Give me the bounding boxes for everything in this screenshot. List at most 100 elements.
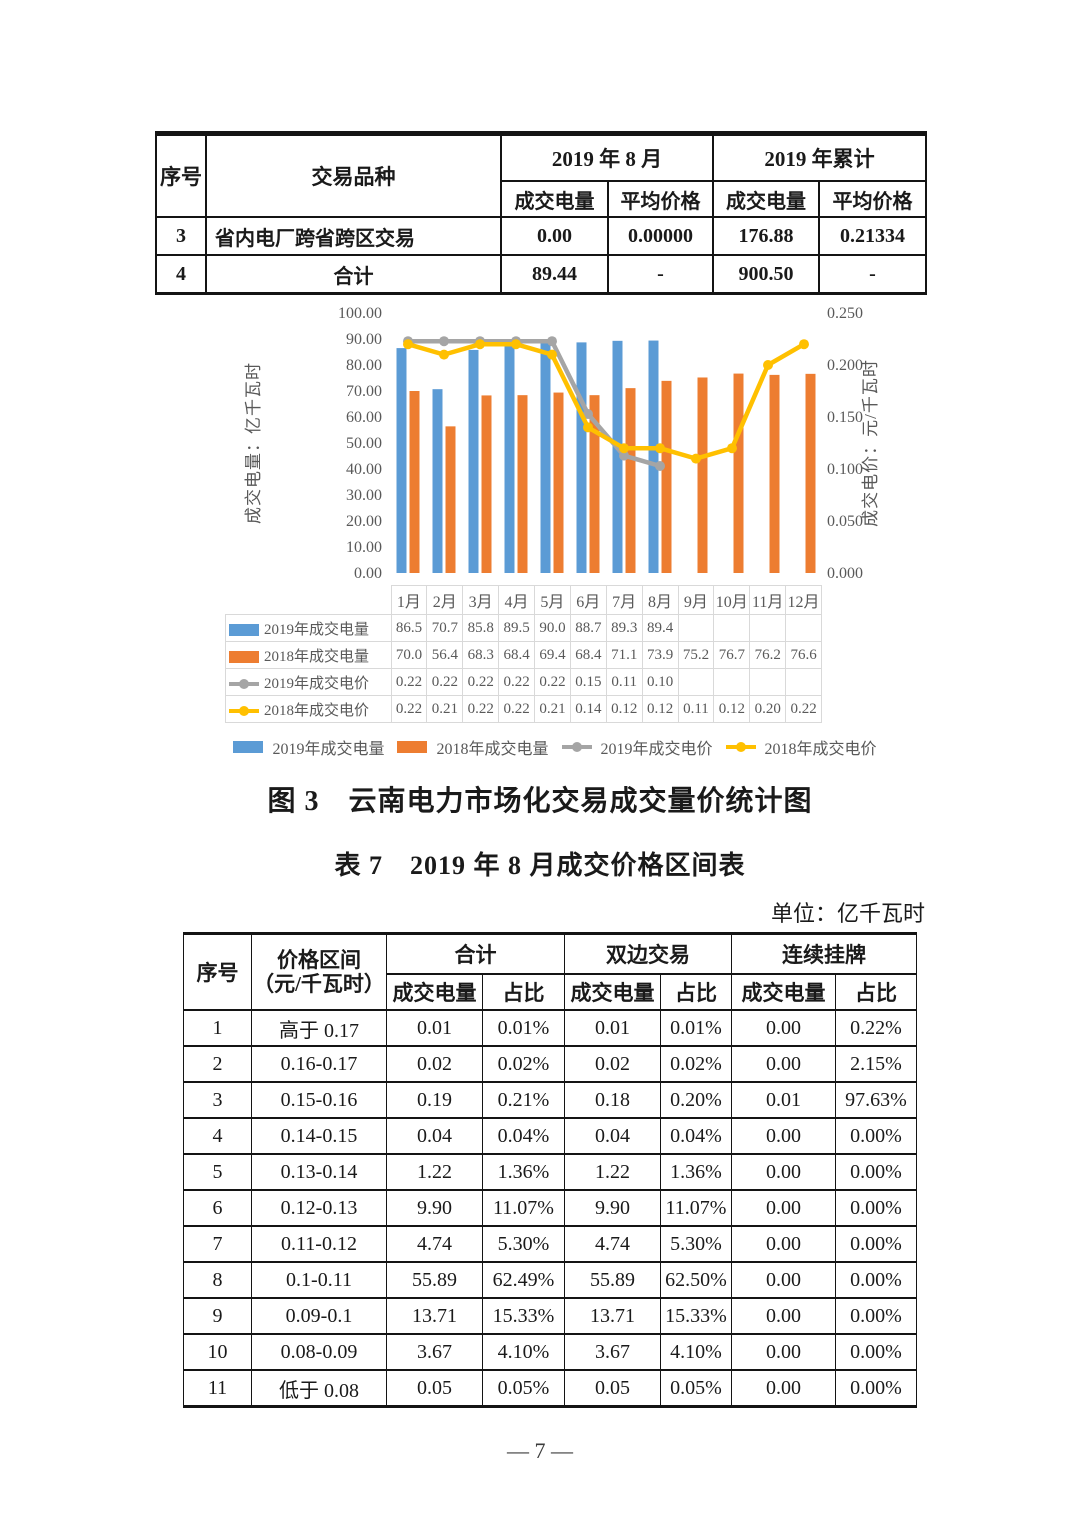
right-axis-tick: 0.100 [827, 461, 863, 478]
bar-2018年成交电量 [661, 380, 672, 573]
col-header-volume: 成交电量 [386, 973, 483, 1011]
legend-item: 2019年成交电量 [233, 735, 384, 759]
cell-bilateral-share: 0.01% [660, 1009, 732, 1047]
bar-2019年成交电量 [540, 339, 551, 573]
cell-listing-share: 0.00% [835, 1153, 917, 1191]
chart-legend: 2019年成交电量 2018年成交电量 2019年成交电价 2018年成交电价 [225, 735, 885, 759]
series-value: 56.4 [426, 641, 464, 669]
cell-price-range: 0.1-0.11 [251, 1261, 387, 1299]
series-value: 68.3 [462, 641, 500, 669]
cell-listing-share: 0.00% [835, 1261, 917, 1299]
series-value [749, 614, 787, 642]
series-value: 0.22 [498, 695, 535, 723]
marker-2018年成交电价 [475, 339, 485, 350]
series-value: 0.20 [749, 695, 787, 723]
right-axis-title: 成交电价：元/千瓦时 [861, 359, 880, 527]
cell-cum-price: - [818, 254, 927, 295]
cell-month-volume: 89.44 [500, 254, 609, 295]
table-row: 4 0.14-0.15 0.04 0.04% 0.04 0.04% 0.00 0.00% [183, 1117, 917, 1155]
cell-listing-volume: 0.00 [731, 1045, 836, 1083]
series-value: 0.12 [641, 695, 679, 723]
series-value: 69.4 [534, 641, 571, 669]
legend-swatch-bar-icon [397, 741, 428, 753]
price-range-line2: （元/千瓦时） [253, 972, 385, 996]
cell-price-range: 0.12-0.13 [251, 1189, 387, 1227]
series-value: 0.11 [677, 695, 715, 723]
month-label: 3月 [462, 585, 500, 615]
cell-seq: 4 [155, 254, 207, 295]
legend-item: 2018年成交电量 [397, 735, 549, 759]
series-value: 0.22 [390, 695, 428, 723]
series-value: 86.5 [390, 614, 428, 642]
cell-total-share: 0.04% [482, 1117, 565, 1155]
series-label: 2019年成交电量 [225, 614, 392, 642]
legend-item: 2018年成交电价 [725, 735, 877, 759]
cell-listing-share: 0.22% [835, 1009, 917, 1047]
cell-total-share: 4.10% [482, 1333, 565, 1371]
series-value: 71.1 [605, 641, 643, 669]
col-group-month: 2019 年 8 月 [500, 132, 714, 182]
cell-bilateral-share: 0.05% [660, 1369, 732, 1408]
bar-2019年成交电量 [504, 340, 515, 573]
legend-swatch-line-icon [561, 741, 592, 753]
cell-seq: 3 [183, 1081, 252, 1119]
cell-bilateral-volume: 9.90 [564, 1189, 661, 1227]
col-header-share: 占比 [835, 973, 917, 1011]
series-value: 76.7 [713, 641, 751, 669]
cell-listing-volume: 0.00 [731, 1297, 836, 1335]
cell-total-volume: 0.04 [386, 1117, 483, 1155]
cell-total-share: 62.49% [482, 1261, 565, 1299]
series-value: 76.6 [785, 641, 822, 669]
cell-listing-share: 0.00% [835, 1333, 917, 1371]
cell-seq: 9 [183, 1297, 252, 1335]
cell-cum-price: 0.21334 [818, 216, 927, 256]
series-value: 0.11 [605, 668, 643, 696]
cell-bilateral-volume: 4.74 [564, 1225, 661, 1263]
cell-price-range: 0.15-0.16 [251, 1081, 387, 1119]
cell-listing-share: 0.00% [835, 1225, 917, 1263]
unit-label: 单位：亿千瓦时 [770, 901, 925, 926]
series-value: 68.4 [498, 641, 535, 669]
bar-2018年成交电量 [517, 395, 528, 573]
series-value: 89.5 [498, 614, 535, 642]
table-row: 5 0.13-0.14 1.22 1.36% 1.22 1.36% 0.00 0.00% [183, 1153, 917, 1191]
legend-label: 2019年成交电价 [600, 741, 713, 758]
col-header-share: 占比 [660, 973, 732, 1011]
chart-data-table: 1月 2月 3月 4月 5月 6月 7月 8月 9月 10月 11月 12月 2019年成交电量 86.5… [225, 585, 822, 723]
cell-type: 合计 [205, 254, 502, 295]
cell-listing-share: 0.00% [835, 1117, 917, 1155]
legend-label: 2018年成交电量 [436, 741, 549, 758]
cell-seq: 8 [183, 1261, 252, 1299]
page-number: — 7 — [507, 1438, 573, 1463]
col-header-volume: 成交电量 [731, 973, 836, 1011]
cell-bilateral-share: 1.36% [660, 1153, 732, 1191]
col-header-volume: 成交电量 [712, 180, 820, 218]
price-interval-table: 序号 价格区间 （元/千瓦时） 合计 双边交易 连续挂牌 成交电量 占比 成交电… [183, 932, 917, 1408]
cell-seq: 2 [183, 1045, 252, 1083]
series-value [749, 668, 787, 696]
cell-listing-share: 0.00% [835, 1189, 917, 1227]
table-row: 3 0.15-0.16 0.19 0.21% 0.18 0.20% 0.01 97.63% [183, 1081, 917, 1119]
figure-caption: 图 3 云南电力市场化交易成交量价统计图 [267, 786, 813, 817]
table-row: 4 合计 89.44 - 900.50 - [155, 254, 927, 295]
series-value: 85.8 [462, 614, 500, 642]
series-value: 89.3 [605, 614, 643, 642]
cell-bilateral-share: 62.50% [660, 1261, 732, 1299]
month-header-row: 1月 2月 3月 4月 5月 6月 7月 8月 9月 10月 11月 12月 [226, 585, 822, 615]
series-data-row: 2019年成交电价 0.22 0.22 0.22 0.22 0.22 0.15 0.11 0.1… [225, 668, 822, 696]
cell-bilateral-volume: 55.89 [564, 1261, 661, 1299]
cell-type: 省内电厂跨省跨区交易 [205, 216, 502, 256]
cell-bilateral-share: 15.33% [660, 1297, 732, 1335]
cell-bilateral-share: 11.07% [660, 1189, 732, 1227]
cell-seq: 5 [183, 1153, 252, 1191]
cell-price-range: 0.16-0.17 [251, 1045, 387, 1083]
table-row: 7 0.11-0.12 4.74 5.30% 4.74 5.30% 0.00 0.00% [183, 1225, 917, 1263]
month-label: 2月 [426, 585, 464, 615]
col-header-share: 占比 [482, 973, 565, 1011]
marker-2018年成交电价 [439, 349, 449, 360]
series-value [677, 614, 715, 642]
cell-total-share: 11.07% [482, 1189, 565, 1227]
price-range-line1: 价格区间 [277, 947, 361, 972]
month-label: 1月 [390, 585, 428, 615]
